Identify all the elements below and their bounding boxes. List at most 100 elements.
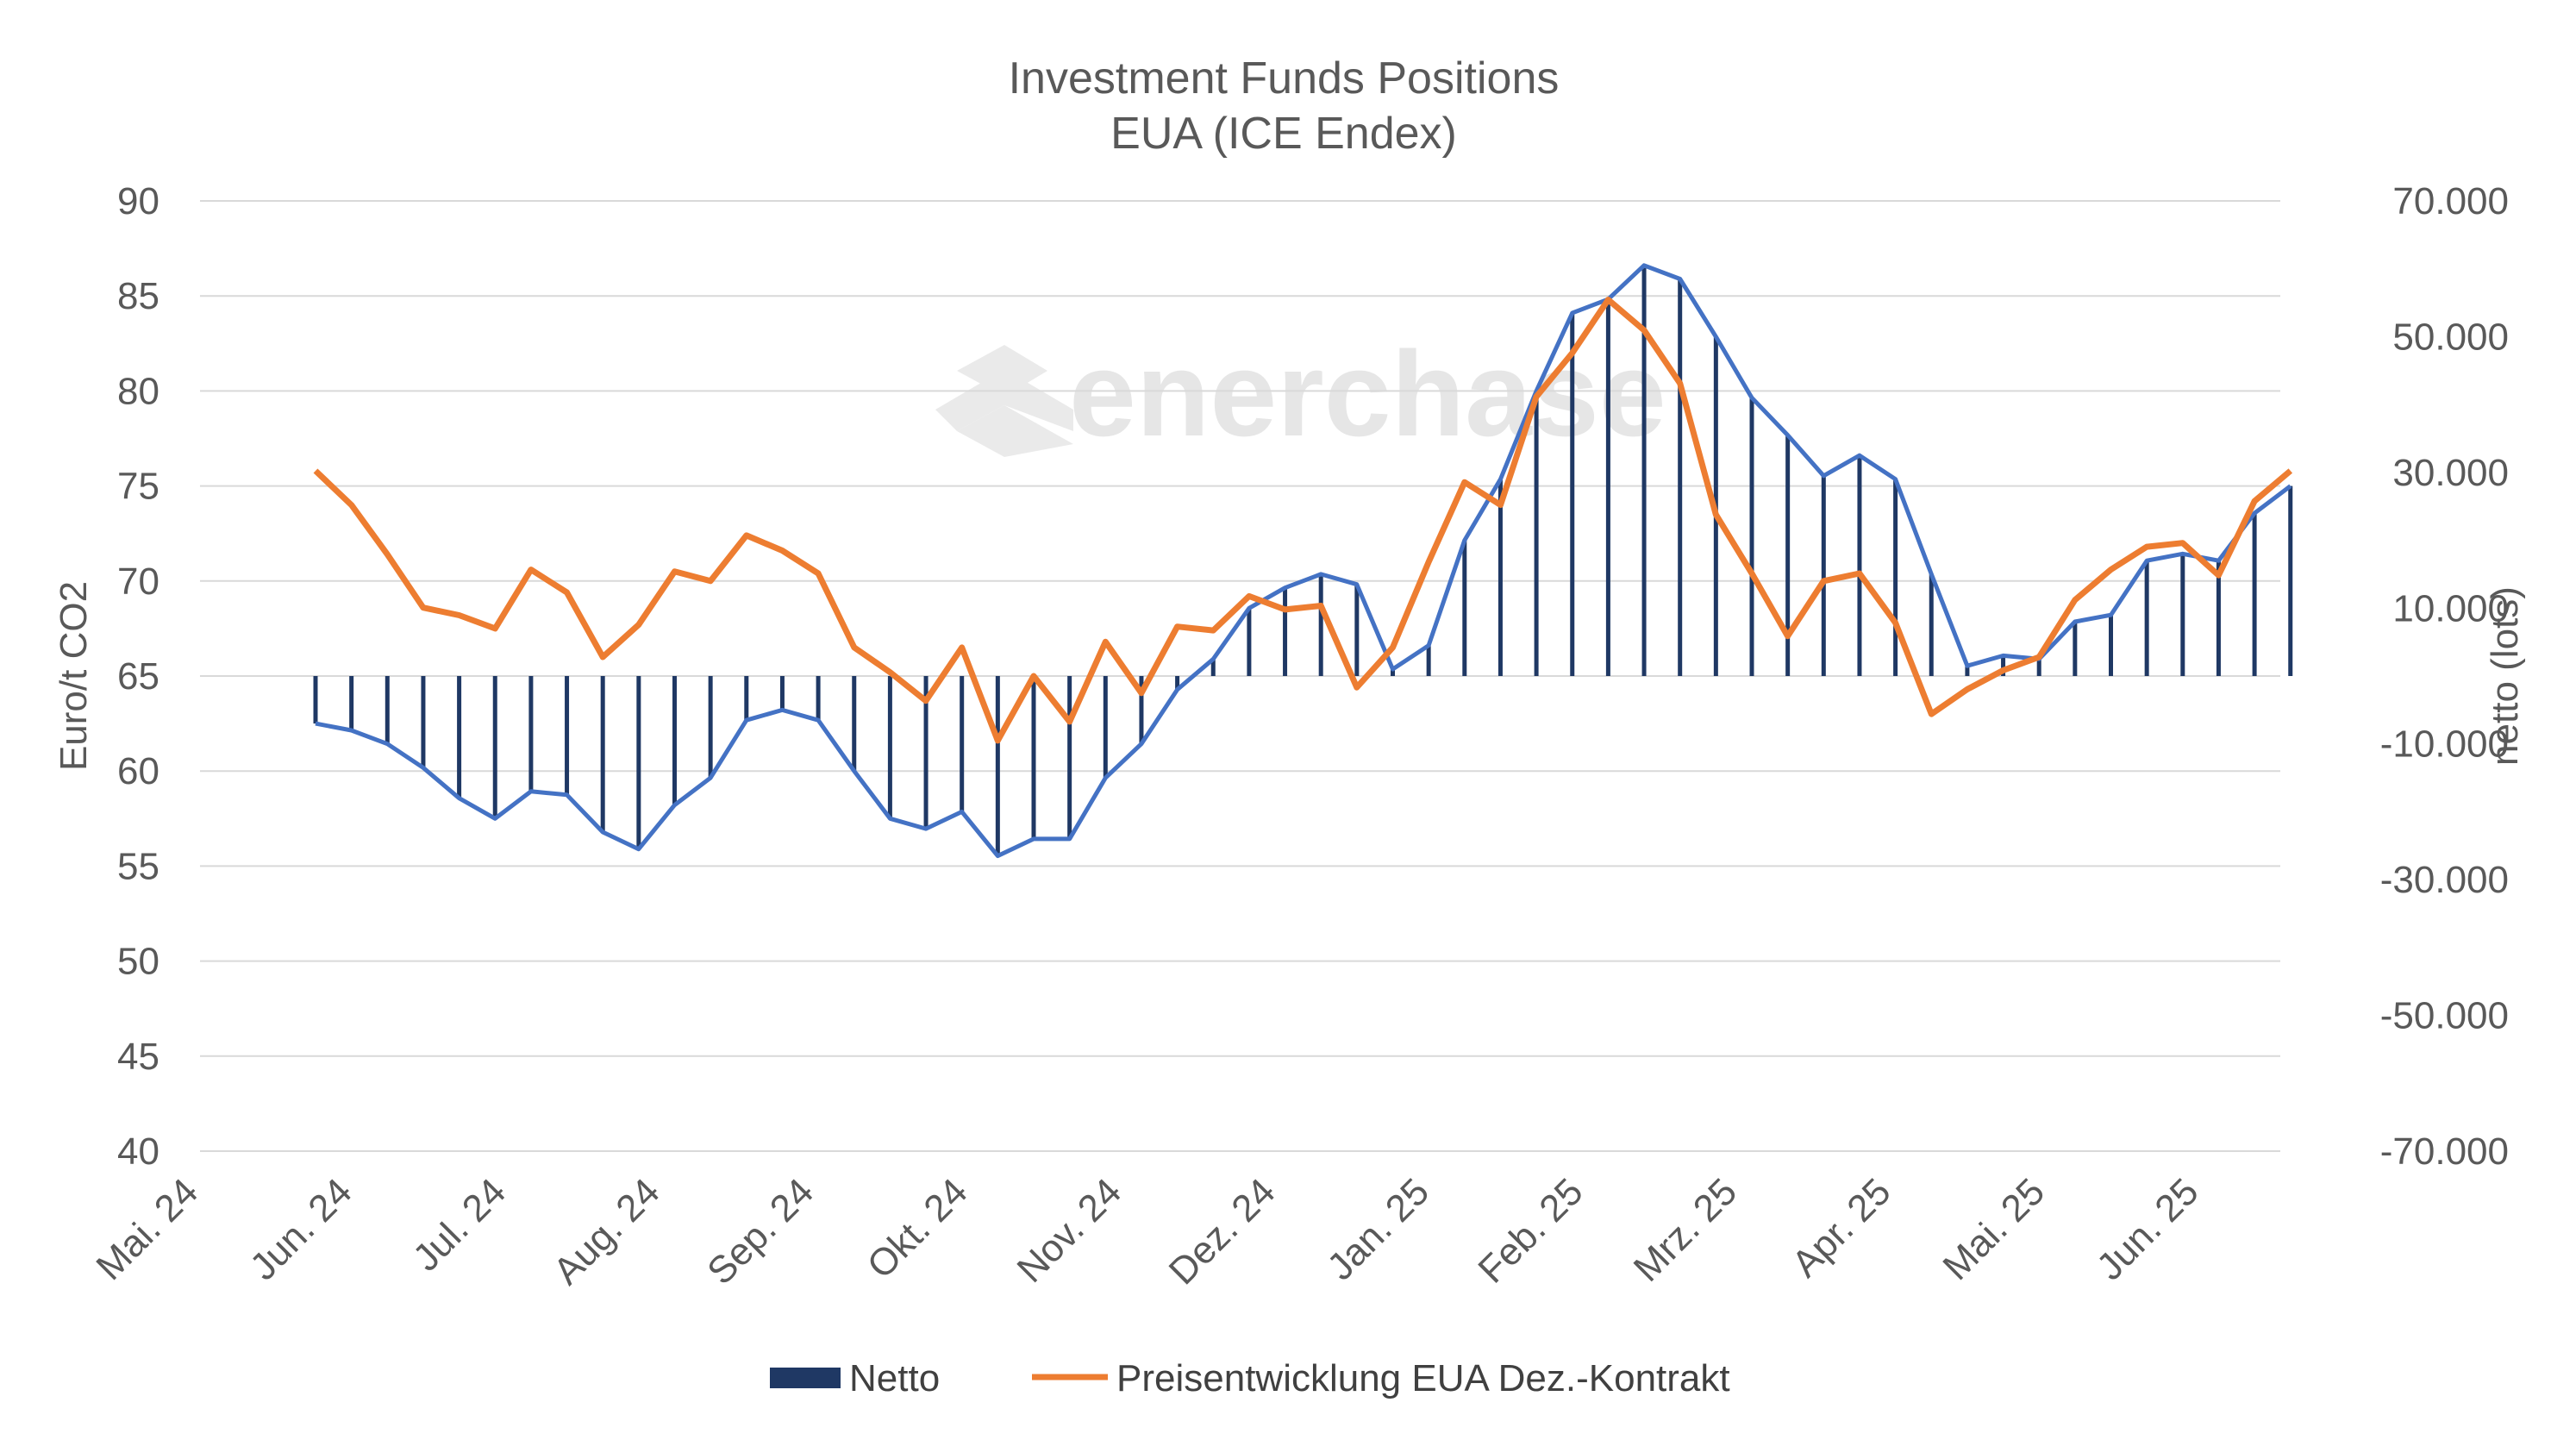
- netto-bar: [492, 676, 497, 819]
- netto-bar: [2036, 659, 2041, 676]
- x-tick-label: Dez. 24: [1161, 1170, 1284, 1293]
- right-tick-label: 70.000: [2392, 180, 2509, 222]
- left-axis-label: Euro/t CO2: [53, 581, 95, 771]
- netto-bar: [1534, 391, 1539, 676]
- left-tick-label: 55: [117, 845, 159, 887]
- x-axis-ticks: Mai. 24 Jun. 24 Jul. 24 Aug. 24 Sep. 24 Okt. …: [88, 1170, 2206, 1293]
- netto-bar: [1641, 265, 1647, 676]
- left-tick-label: 75: [117, 466, 159, 508]
- netto-bar: [1247, 608, 1252, 676]
- left-tick-label: 45: [117, 1036, 159, 1078]
- netto-bar: [852, 676, 857, 772]
- chart-title-line-1: Investment Funds Positions: [1009, 53, 1560, 103]
- netto-bar: [2144, 560, 2149, 676]
- netto-bar: [1175, 676, 1180, 690]
- legend-label-price: Preisentwicklung EUA Dez.-Kontrakt: [1116, 1357, 1730, 1399]
- x-tick-label: Jan. 25: [1319, 1170, 1437, 1288]
- x-tick-label: Jun. 24: [242, 1170, 360, 1288]
- netto-bar: [1139, 676, 1144, 744]
- netto-bar: [1929, 573, 1934, 676]
- netto-bar: [600, 676, 605, 833]
- netto-bar: [672, 676, 677, 805]
- netto-bar: [2252, 513, 2257, 676]
- x-tick-label: Okt. 24: [860, 1170, 976, 1287]
- netto-bar: [2288, 485, 2293, 676]
- left-tick-label: 70: [117, 560, 159, 603]
- left-tick-label: 90: [117, 180, 159, 222]
- netto-bar: [1497, 479, 1503, 676]
- netto-bar: [995, 676, 1000, 856]
- netto-line: [315, 263, 2292, 859]
- netto-bar: [1318, 573, 1323, 676]
- netto-bar: [313, 676, 318, 724]
- netto-bar: [1893, 479, 1898, 676]
- netto-bar: [1462, 540, 1467, 676]
- left-tick-label: 40: [117, 1130, 159, 1173]
- netto-bar: [2109, 615, 2113, 676]
- left-tick-label: 85: [117, 275, 159, 317]
- netto-bar: [421, 676, 426, 768]
- netto-bar: [1749, 398, 1754, 676]
- x-tick-label: Apr. 25: [1784, 1170, 1898, 1285]
- right-axis-ticks: -70.000 -50.000 -30.000 -10.000 10.000 30.000…: [2380, 180, 2509, 1173]
- netto-bar: [1857, 455, 1862, 676]
- netto-bar: [923, 676, 928, 830]
- netto-bar: [708, 676, 713, 779]
- right-tick-label: 10.000: [2392, 587, 2509, 629]
- x-tick-label: Mai. 24: [88, 1170, 206, 1288]
- netto-bar: [816, 676, 821, 721]
- x-tick-label: Aug. 24: [546, 1170, 668, 1293]
- netto-bar: [2216, 560, 2221, 676]
- netto-bar: [779, 676, 785, 711]
- netto-bar: [2001, 655, 2006, 676]
- left-tick-label: 65: [117, 655, 159, 698]
- netto-bar: [528, 676, 534, 792]
- x-tick-label: Mai. 25: [1935, 1170, 2053, 1288]
- right-tick-label: -70.000: [2380, 1130, 2509, 1173]
- netto-bar: [636, 676, 641, 849]
- x-tick-label: Jul. 24: [405, 1170, 514, 1279]
- netto-bar: [1067, 676, 1072, 839]
- left-tick-label: 80: [117, 370, 159, 412]
- right-tick-label: 30.000: [2392, 452, 2509, 494]
- axis-labels: Euro/t CO2 netto (lots): [53, 581, 2526, 771]
- netto-bar: [1354, 584, 1360, 676]
- netto-bar: [1570, 312, 1575, 676]
- netto-bar: [565, 676, 570, 795]
- x-tick-label: Sep. 24: [699, 1170, 822, 1293]
- legend-swatch-netto: [770, 1368, 841, 1388]
- netto-bar: [1965, 666, 1970, 676]
- netto-bar: [1283, 587, 1288, 676]
- x-tick-label: Feb. 25: [1470, 1170, 1591, 1291]
- legend-label-netto: Netto: [849, 1357, 940, 1399]
- right-tick-label: -30.000: [2380, 859, 2509, 901]
- right-axis-label: netto (lots): [2484, 586, 2526, 766]
- watermark-logo: enerchase: [935, 326, 1666, 461]
- right-tick-label: 50.000: [2392, 316, 2509, 358]
- enerchase-logo-icon: [935, 345, 1073, 457]
- chart-title: Investment Funds Positions EUA (ICE Endex…: [1009, 53, 1560, 159]
- netto-bar: [744, 676, 749, 721]
- left-axis-ticks: 40 45 50 55 60 65 70 75 80 85 90: [117, 180, 159, 1173]
- netto-bar: [1785, 435, 1791, 676]
- x-tick-label: Mrz. 25: [1626, 1170, 1745, 1289]
- series-lines: [313, 263, 2293, 859]
- x-tick-label: Nov. 24: [1010, 1170, 1130, 1291]
- netto-bar: [1426, 645, 1431, 676]
- left-tick-label: 50: [117, 941, 159, 983]
- chart-title-line-2: EUA (ICE Endex): [1110, 109, 1457, 159]
- netto-bar: [1391, 669, 1395, 676]
- x-tick-label: Jun. 25: [2089, 1170, 2207, 1288]
- netto-bar: [457, 676, 462, 798]
- legend: Netto Preisentwicklung EUA Dez.-Kontrakt: [770, 1357, 1730, 1399]
- watermark-text: enerchase: [1069, 326, 1666, 461]
- netto-bar: [1031, 676, 1036, 839]
- right-tick-label: -10.000: [2380, 723, 2509, 766]
- netto-bar: [385, 676, 390, 744]
- netto-bar: [349, 676, 354, 730]
- netto-bar: [2073, 622, 2078, 676]
- netto-bar: [1210, 659, 1216, 676]
- netto-bar: [960, 676, 965, 812]
